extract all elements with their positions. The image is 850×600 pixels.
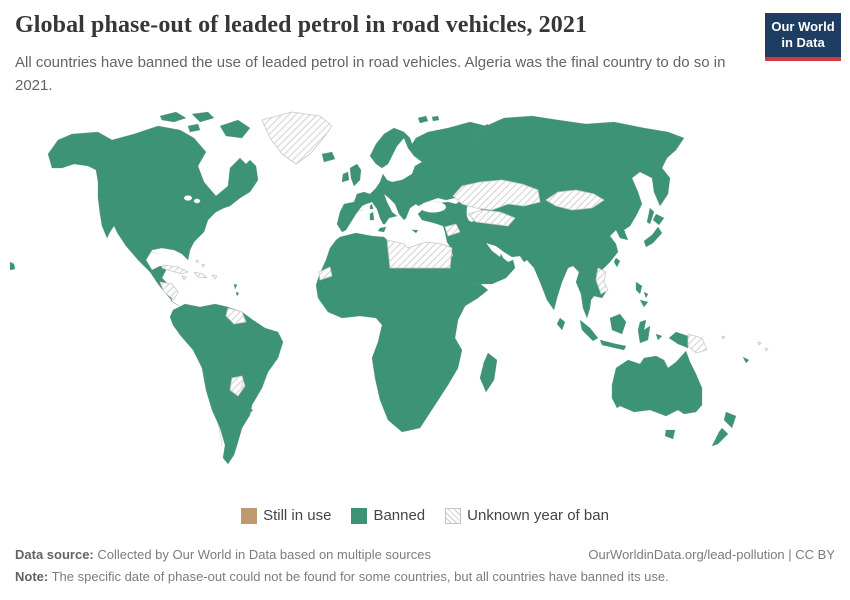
region-hawaii [9, 261, 16, 271]
unknown-label: Unknown year of ban [467, 507, 609, 524]
region-japan [643, 213, 665, 248]
region-greenland [261, 111, 333, 165]
region-honduras-nicaragua [159, 281, 179, 301]
note-text: The specific date of phase-out could not… [48, 569, 669, 584]
region-svalbard [417, 115, 440, 124]
region-arctic-islands [159, 111, 251, 139]
owid-logo[interactable]: Our World in Data [765, 13, 841, 61]
region-australia [611, 350, 703, 417]
region-tasmania [664, 429, 676, 440]
region-western-sahara [318, 266, 333, 281]
page-title: Global phase-out of leaded petrol in roa… [15, 12, 588, 38]
banned-land-group [9, 111, 750, 465]
region-mongolia [545, 189, 605, 211]
data-source-text: Collected by Our World in Data based on … [93, 547, 431, 562]
region-laos-cambodia [595, 267, 609, 295]
region-kazakhstan [452, 179, 541, 211]
black-sea [419, 201, 447, 213]
region-syria [444, 223, 461, 237]
region-central-asia [467, 209, 516, 227]
great-lakes-2 [193, 198, 201, 204]
world-map[interactable] [9, 110, 840, 502]
region-madagascar [479, 352, 498, 393]
still-in-use-swatch [241, 507, 258, 524]
world-map-svg [9, 111, 769, 465]
chart-subtitle: All countries have banned the use of lea… [15, 54, 726, 94]
note-label: Note: [15, 569, 49, 584]
owid-logo-line2: in Data [781, 35, 825, 51]
region-sri-lanka [556, 317, 566, 331]
region-puerto-rico [211, 274, 218, 280]
region-north-america [47, 125, 259, 307]
region-new-caledonia [742, 356, 750, 364]
region-philippines [635, 281, 649, 308]
region-bahamas [195, 259, 206, 268]
region-caribbean-green-islands [233, 283, 254, 414]
legend-item-banned[interactable]: Banned [351, 507, 425, 524]
banned-swatch [351, 507, 368, 524]
footer-note-row: Note: The specific date of phase-out cou… [15, 569, 835, 584]
legend-item-unknown[interactable]: Unknown year of ban [445, 507, 609, 524]
region-jamaica [181, 275, 187, 281]
unknown-ban-group [159, 111, 769, 397]
region-iceland [321, 151, 336, 163]
region-papua-new-guinea [687, 333, 708, 354]
country-borders [104, 183, 627, 447]
region-indonesia [579, 313, 663, 351]
region-west-new-guinea [668, 331, 689, 349]
owid-link[interactable]: OurWorldinData.org/lead-pollution | CC B… [588, 547, 835, 562]
region-guyana-suriname [225, 307, 247, 325]
region-south-america [169, 303, 284, 465]
data-source-label: Data source: [15, 547, 94, 562]
region-novaya-zemlya [471, 123, 489, 145]
region-sakhalin [646, 207, 655, 225]
region-mediterranean-islands [369, 203, 419, 234]
map-legend: Still in use Banned Unknown year of ban [0, 507, 850, 524]
footer-source-row: Data source: Collected by Our World in D… [15, 547, 835, 562]
data-source: Data source: Collected by Our World in D… [15, 547, 431, 562]
region-pacific-islands [721, 335, 769, 352]
legend-item-still-in-use[interactable]: Still in use [241, 507, 331, 524]
still-in-use-label: Still in use [263, 507, 332, 524]
region-hispaniola [193, 271, 208, 279]
owid-logo-line1: Our World [771, 19, 835, 34]
unknown-swatch [445, 507, 462, 524]
region-libya-egypt [386, 239, 453, 269]
banned-label: Banned [373, 507, 426, 524]
region-british-isles [341, 163, 362, 187]
great-lakes [183, 195, 193, 201]
region-paraguay [229, 375, 246, 397]
region-cuba [161, 264, 189, 275]
region-new-zealand [711, 411, 737, 447]
